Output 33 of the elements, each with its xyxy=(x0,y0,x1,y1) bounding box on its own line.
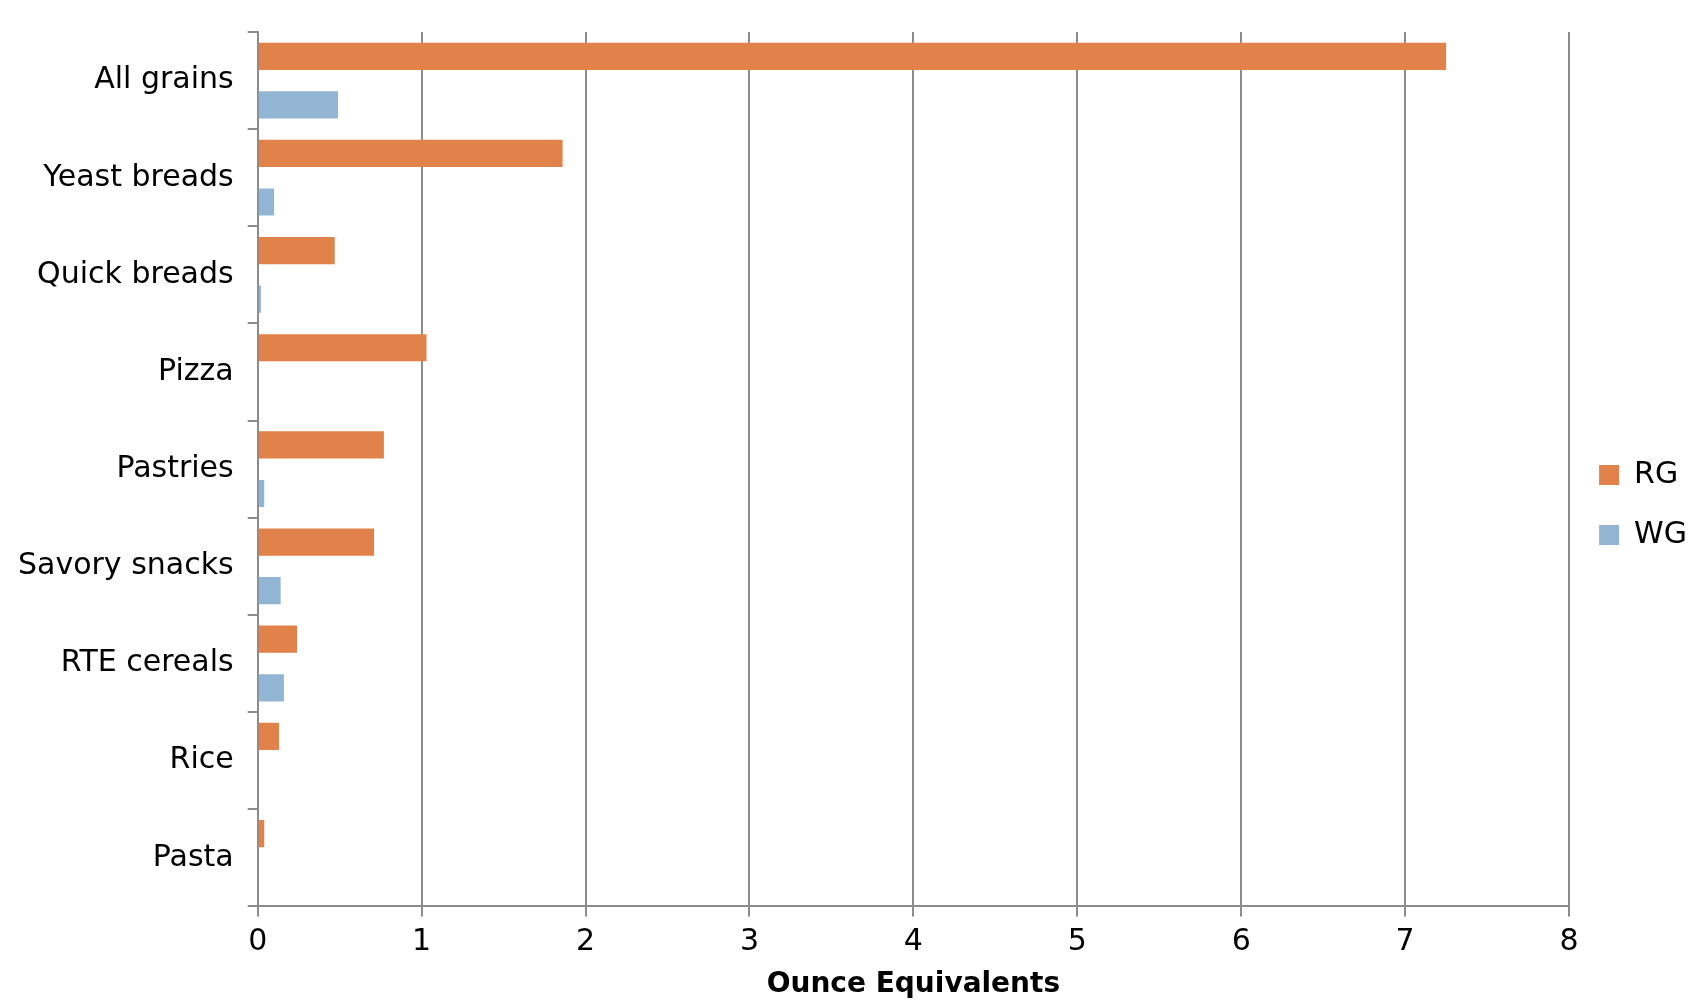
y-tick-label: Rice xyxy=(169,740,234,776)
legend-label: RG xyxy=(1634,454,1679,490)
bar xyxy=(258,237,335,265)
bar xyxy=(258,431,384,459)
bar xyxy=(258,188,275,216)
bar xyxy=(258,42,1447,70)
bar xyxy=(258,139,563,168)
y-tick-label: Pasta xyxy=(152,837,234,873)
y-tick-label: All grains xyxy=(94,60,234,96)
bar xyxy=(258,577,281,605)
bar xyxy=(258,674,284,702)
x-axis-title: Ounce Equivalents xyxy=(766,966,1061,1000)
bar xyxy=(258,528,375,556)
y-tick-label: RTE cereals xyxy=(60,643,234,679)
y-tick-label: Pastries xyxy=(116,449,234,484)
x-tick-label: 2 xyxy=(575,922,596,958)
y-tick-label: Yeast breads xyxy=(42,157,234,193)
bar xyxy=(258,722,279,750)
y-tick-label: Quick breads xyxy=(37,254,234,290)
y-tick-label: Savory snacks xyxy=(18,546,234,582)
x-tick-label: 8 xyxy=(1559,922,1579,958)
bar xyxy=(258,91,339,119)
x-tick-label: 3 xyxy=(739,922,760,958)
x-tick-label: 7 xyxy=(1395,922,1415,958)
x-tick-label: 6 xyxy=(1231,922,1251,958)
x-tick-label: 1 xyxy=(412,922,432,958)
x-tick-label: 0 xyxy=(248,922,268,958)
x-tick-label: 5 xyxy=(1067,922,1087,958)
bar xyxy=(258,334,427,362)
x-tick-label: 4 xyxy=(903,922,923,958)
bar xyxy=(258,625,298,653)
legend-label: WG xyxy=(1634,514,1688,550)
y-tick-label: Pizza xyxy=(158,351,234,387)
